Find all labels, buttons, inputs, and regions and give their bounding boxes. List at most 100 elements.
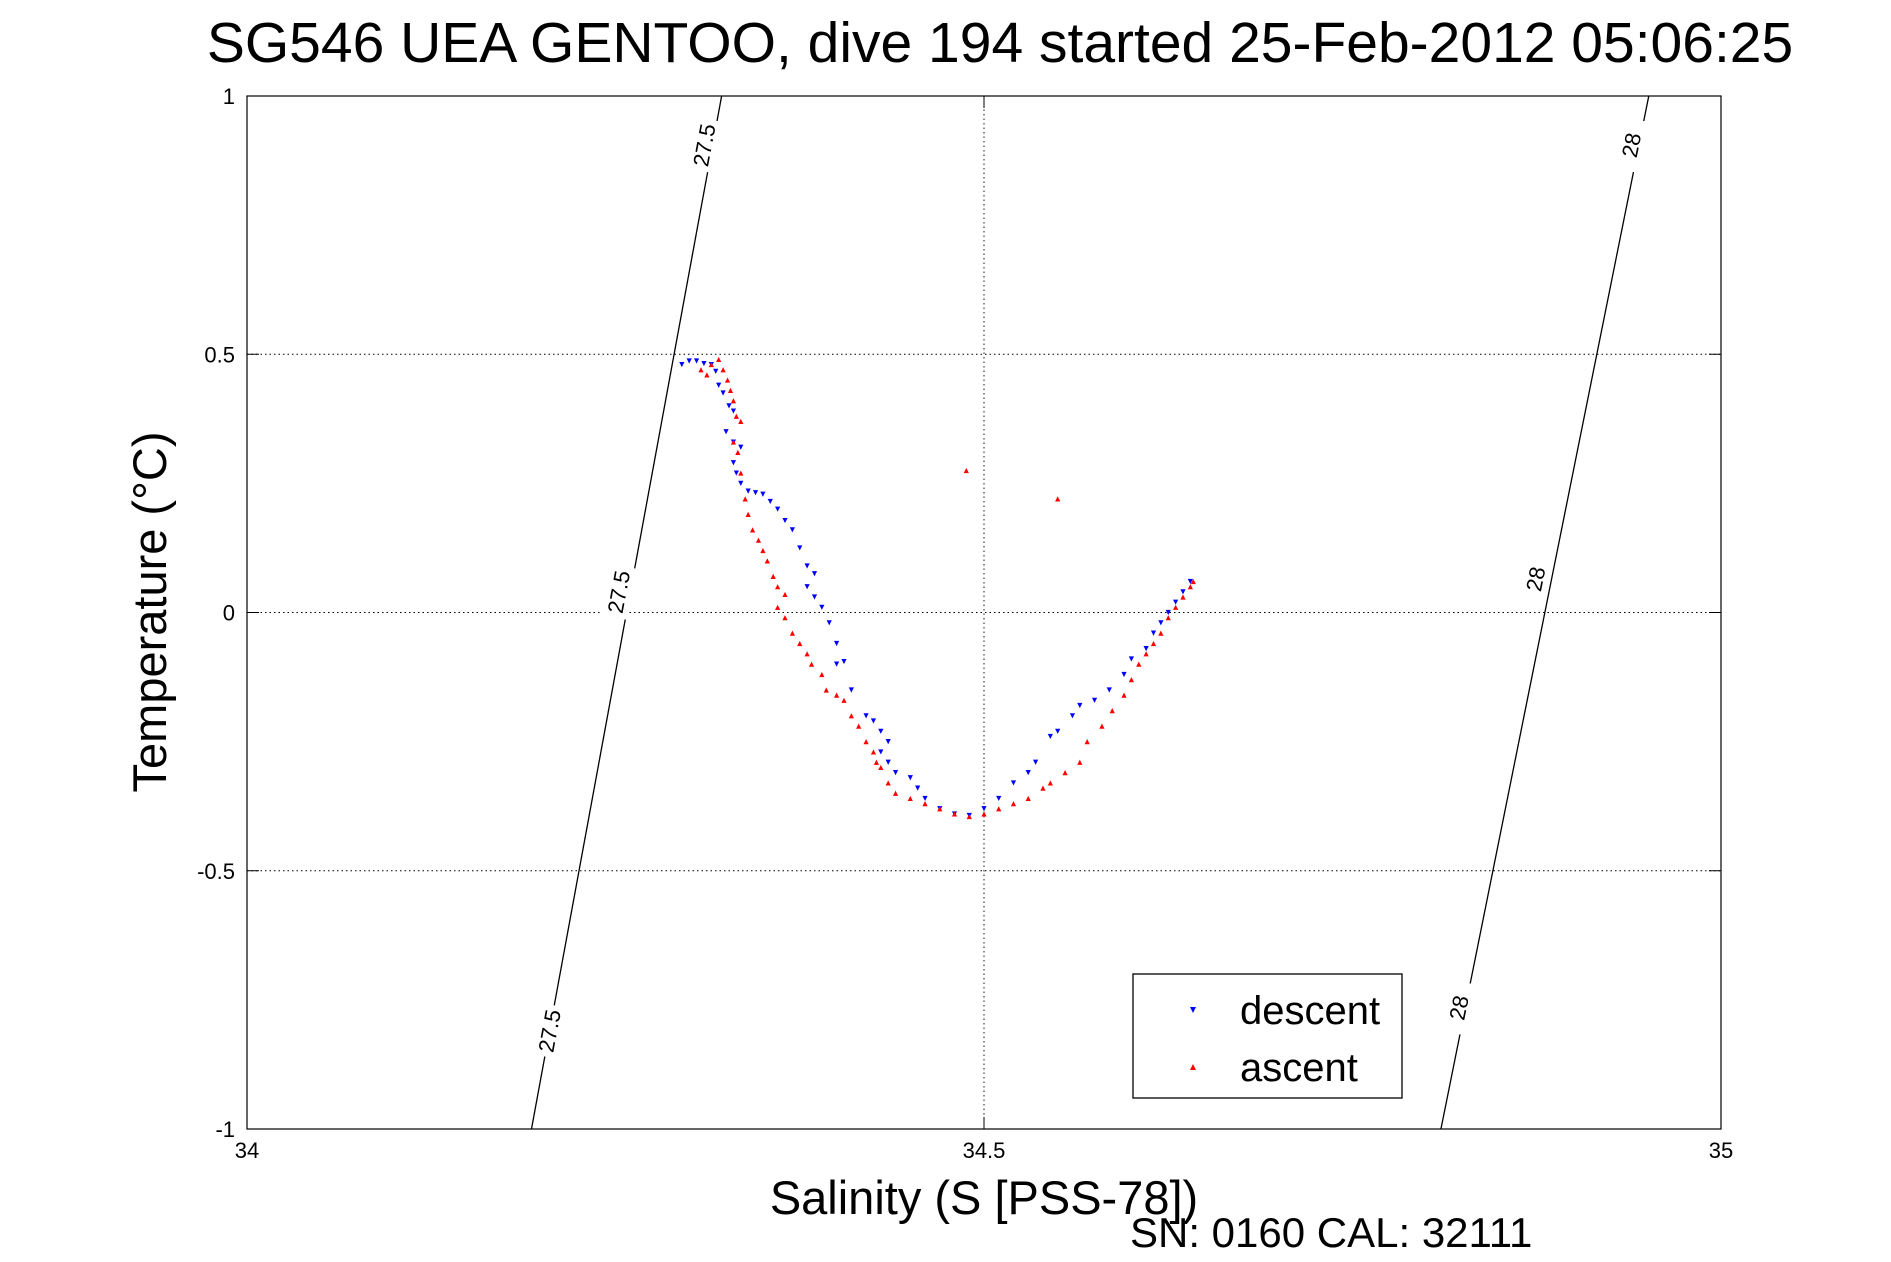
ascent-point <box>775 604 781 610</box>
descent-point <box>760 491 766 497</box>
ascent-point <box>1084 739 1090 745</box>
ascent-point <box>966 813 972 820</box>
chart-title: SG546 UEA GENTOO, dive 194 started 25-Fe… <box>207 11 1793 75</box>
descent-point <box>878 728 884 734</box>
isopycnal-line-28 <box>1440 95 1650 1130</box>
isopycnal-label-bg <box>600 563 636 620</box>
descent-point <box>811 594 818 600</box>
ascent-point <box>873 759 879 765</box>
descent-point <box>726 403 732 409</box>
ascent-point <box>1062 770 1068 776</box>
ascent-point <box>730 398 737 404</box>
descent-point <box>907 775 913 781</box>
footer-serial-cal: SN: 0160 CAL: 32111 <box>1130 1209 1532 1256</box>
descent-point <box>782 517 788 524</box>
ascent-point <box>727 387 734 394</box>
isopycnal-label-bg <box>686 117 722 173</box>
descent-point <box>745 488 751 494</box>
isopycnal-label: 28 <box>1444 993 1473 1022</box>
descent-point <box>834 640 840 647</box>
legend-label-descent: descent <box>1240 989 1380 1033</box>
ascent-point <box>1010 801 1017 807</box>
descent-point <box>797 545 803 551</box>
descent-point <box>733 470 739 476</box>
descent-point <box>1047 733 1053 740</box>
descent-point <box>1055 728 1061 734</box>
axis-ticks: 34 34.5 35 1 0.5 0 -0.5 -1 <box>197 84 1733 1163</box>
ascent-point <box>782 591 788 598</box>
descent-point <box>767 498 773 505</box>
ascent-point <box>804 651 810 657</box>
descent-point <box>1158 620 1164 626</box>
descent-point <box>693 358 700 364</box>
ascent-point <box>1187 584 1193 590</box>
ascent-point <box>922 801 928 807</box>
ascent-point <box>745 511 751 517</box>
descent-point <box>1121 671 1127 678</box>
ascent-point <box>1173 604 1179 610</box>
ascent-point <box>885 780 891 786</box>
descent-point <box>686 358 692 364</box>
ascent-point <box>1150 640 1157 647</box>
ascent-point <box>755 537 762 543</box>
descent-point <box>752 490 759 496</box>
descent-point <box>716 382 722 388</box>
series-ascent <box>698 356 1196 820</box>
ascent-point <box>738 418 744 424</box>
series-descent <box>679 358 1193 819</box>
ascent-point <box>1180 594 1186 600</box>
descent-point <box>863 713 869 719</box>
descent-point <box>885 739 891 745</box>
legend-box <box>1132 973 1403 1099</box>
descent-point <box>738 444 744 450</box>
ascent-point <box>996 806 1002 812</box>
ascent-point <box>716 356 722 363</box>
descent-point <box>848 687 854 693</box>
ascent-point <box>1190 578 1196 585</box>
ascent-point <box>760 547 766 554</box>
ascent-point <box>735 449 741 455</box>
descent-point <box>885 759 891 765</box>
ascent-point <box>808 661 815 667</box>
isopycnal-label-bg <box>531 1002 567 1059</box>
descent-point <box>701 360 707 367</box>
isopycnal-label: 28 <box>1521 565 1550 594</box>
ascent-point <box>823 687 829 693</box>
ascent-point <box>775 584 781 590</box>
ascent-point <box>878 764 884 771</box>
ascent-point <box>1047 780 1053 786</box>
ascent-point <box>1040 785 1046 791</box>
isopycnal-label-bg <box>1613 117 1649 174</box>
legend-marker-ascent <box>1190 1064 1196 1070</box>
legend-marker-descent <box>1190 1007 1196 1013</box>
descent-point <box>841 658 847 665</box>
descent-point <box>892 770 899 776</box>
y-tick-label: 0.5 <box>204 342 235 367</box>
ascent-point <box>870 749 877 755</box>
descent-point <box>1143 646 1149 652</box>
ascent-point <box>738 470 744 476</box>
descent-point <box>679 361 685 368</box>
ascent-point <box>730 439 737 445</box>
ascent-point <box>1109 708 1115 714</box>
isopycnal-label-bg <box>1440 979 1477 1036</box>
y-axis-label: Temperature (°C) <box>123 432 176 793</box>
descent-point <box>996 795 1002 802</box>
ascent-point <box>892 790 899 796</box>
ascent-point <box>856 723 862 729</box>
ascent-point <box>1128 677 1134 683</box>
ascent-point <box>951 811 958 817</box>
x-tick-label: 34.5 <box>963 1138 1006 1163</box>
ascent-point <box>724 377 731 383</box>
ascent-point <box>770 573 776 579</box>
descent-point <box>922 795 928 802</box>
descent-point <box>834 661 840 667</box>
descent-point <box>1069 713 1076 719</box>
descent-point <box>819 604 825 610</box>
ascent-point <box>1077 759 1083 765</box>
ascent-point <box>797 640 803 647</box>
x-tick-label: 34 <box>235 1138 259 1163</box>
descent-point <box>789 527 795 533</box>
